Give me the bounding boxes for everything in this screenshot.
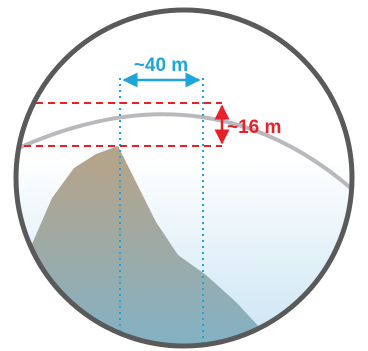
- earth-curvature-line: [16, 112, 352, 200]
- circular-border: [13, 7, 355, 349]
- vertical-distance-label: ~16 m: [227, 117, 281, 138]
- horizontal-distance-label: ~40 m: [134, 55, 188, 76]
